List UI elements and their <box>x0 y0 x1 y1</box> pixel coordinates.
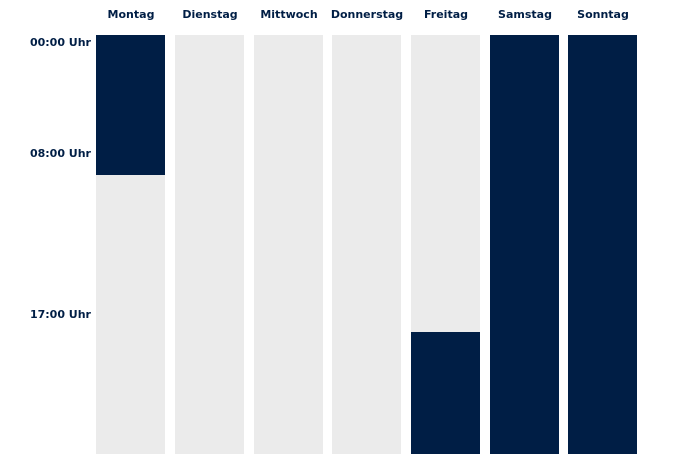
time-label-1700: 17:00 Uhr <box>29 308 91 321</box>
day-column-freitag <box>411 35 480 454</box>
day-column-dienstag <box>175 35 244 454</box>
time-block <box>411 332 480 454</box>
time-label-0000: 00:00 Uhr <box>29 36 91 49</box>
day-column-donnerstag <box>332 35 401 454</box>
day-column-mittwoch <box>254 35 323 454</box>
time-block <box>490 35 559 454</box>
day-label-montag: Montag <box>107 8 155 21</box>
day-label-freitag: Freitag <box>423 8 469 21</box>
day-label-dienstag: Dienstag <box>182 8 238 21</box>
time-block <box>568 35 637 454</box>
time-label-0800: 08:00 Uhr <box>29 147 91 160</box>
day-label-donnerstag: Donnerstag <box>330 8 404 21</box>
day-label-mittwoch: Mittwoch <box>260 8 318 21</box>
day-label-sonntag: Sonntag <box>577 8 629 21</box>
day-column-sonntag <box>568 35 637 454</box>
day-column-samstag <box>490 35 559 454</box>
day-column-montag <box>96 35 165 454</box>
day-label-samstag: Samstag <box>498 8 552 21</box>
time-block <box>96 35 165 175</box>
